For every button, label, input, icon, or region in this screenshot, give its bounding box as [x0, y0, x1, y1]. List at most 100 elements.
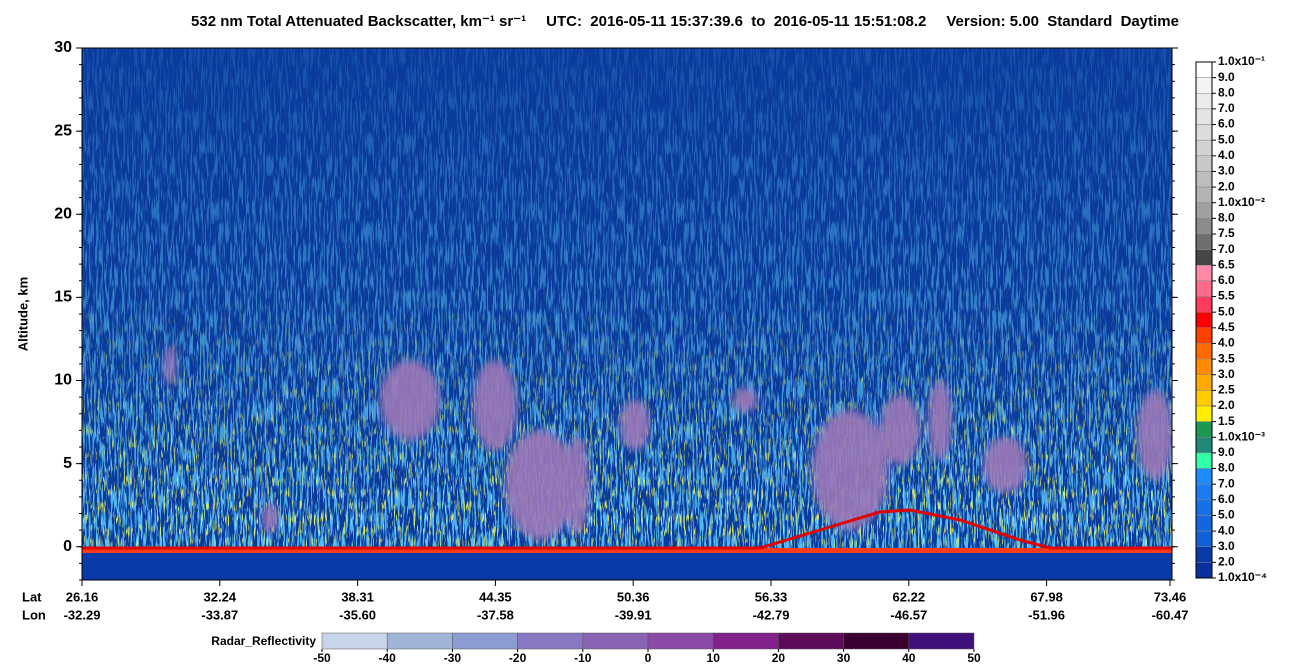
colorbar-swatch	[1195, 437, 1213, 454]
radar-tick-label: -50	[313, 651, 331, 665]
colorbar-label: 2.5	[1218, 383, 1235, 397]
y-axis-label: Altitude, km	[15, 277, 30, 351]
lat-tick-label: 56.33	[755, 589, 788, 604]
colorbar-swatch	[1195, 390, 1213, 407]
colorbar-label: 7.0	[1218, 242, 1235, 256]
colorbar-swatch	[1195, 218, 1213, 235]
version: Version: 5.00 Standard Daytime	[946, 13, 1179, 30]
colorbar-swatch	[1195, 155, 1213, 172]
colorbar-swatch	[1195, 562, 1213, 579]
colorbar-swatch	[1195, 515, 1213, 532]
radar-swatch	[517, 632, 584, 650]
colorbar-label: 3.5	[1218, 351, 1235, 365]
lat-tick-label: 38.31	[341, 589, 374, 604]
colorbar-swatch	[1195, 93, 1213, 110]
lon-tick-label: -60.47	[1152, 607, 1189, 622]
colorbar-swatch	[1195, 421, 1213, 438]
time-range: UTC: 2016-05-11 15:37:39.6 to 2016-05-11…	[546, 13, 926, 30]
colorbar-label: 6.0	[1218, 492, 1235, 506]
lon-tick-label: -37.58	[477, 607, 514, 622]
y-tick-label: 10	[54, 372, 72, 389]
colorbar-label: 2.0	[1218, 398, 1235, 412]
colorbar-swatch	[1195, 202, 1213, 219]
lat-tick-label: 73.46	[1154, 589, 1187, 604]
y-tick-label: 5	[63, 455, 72, 472]
colorbar-label: 3.0	[1218, 539, 1235, 553]
colorbar-label: 1.0x10⁻⁴	[1218, 570, 1267, 584]
lat-tick-label: 26.16	[66, 589, 99, 604]
colorbar-label: 6.5	[1218, 257, 1235, 271]
colorbar-swatch	[1195, 546, 1213, 563]
colorbar-label: 3.0	[1218, 164, 1235, 178]
lat-tick-label: 62.22	[893, 589, 926, 604]
colorbar-label: 4.5	[1218, 320, 1235, 334]
colorbar-swatch	[1195, 530, 1213, 547]
colorbar-swatch	[1195, 265, 1213, 282]
radar-tick-label: 10	[707, 651, 721, 665]
colorbar-label: 4.0	[1218, 148, 1235, 162]
y-tick-label: 15	[54, 289, 72, 306]
radar-swatch	[843, 632, 910, 650]
colorbar-label: 8.0	[1218, 85, 1235, 99]
radar-swatch	[778, 632, 844, 650]
colorbar-label: 6.0	[1218, 273, 1235, 287]
lon-tick-label: -46.57	[890, 607, 927, 622]
colorbar-label: 9.0	[1218, 70, 1235, 84]
colorbar-label: 7.0	[1218, 101, 1235, 115]
y-tick-label: 20	[54, 205, 72, 222]
colorbar-label: 2.0	[1218, 179, 1235, 193]
lat-tick-label: 44.35	[479, 589, 512, 604]
colorbar-swatch	[1195, 311, 1213, 329]
colorbar-label: 8.0	[1218, 211, 1235, 225]
radar-label: Radar_Reflectivity	[211, 634, 316, 648]
radar-swatch	[386, 632, 453, 650]
colorbar-swatch	[1195, 374, 1213, 391]
radar-tick-label: 0	[645, 651, 652, 665]
radar-swatch	[647, 632, 714, 650]
colorbar-swatch	[1195, 327, 1213, 344]
y-tick-label: 0	[63, 538, 72, 555]
radar-tick-label: 20	[772, 651, 786, 665]
colorbar-label: 1.0x10⁻¹	[1218, 54, 1265, 68]
radar-swatch	[582, 632, 649, 650]
colorbar-frame	[1195, 61, 1213, 579]
lon-tick-label: -32.29	[64, 607, 101, 622]
colorbar-swatch	[1195, 77, 1213, 94]
colorbar-label: 4.0	[1218, 523, 1235, 537]
colorbar-swatch	[1195, 296, 1213, 313]
y-tick-label: 30	[54, 39, 72, 56]
lat-tick-label: 50.36	[617, 589, 650, 604]
colorbar-swatch	[1195, 108, 1213, 125]
colorbar-swatch	[1195, 499, 1213, 516]
colorbar-swatch	[1195, 124, 1213, 141]
radar-tick-label: 50	[967, 651, 981, 665]
colorbar-label: 5.0	[1218, 132, 1235, 146]
lon-tick-label: -35.60	[339, 607, 376, 622]
radar-tick-label: -40	[379, 651, 397, 665]
colorbar-swatch	[1195, 186, 1213, 203]
backscatter-field	[82, 48, 1172, 580]
lat-tick-label: 67.98	[1030, 589, 1063, 604]
colorbar-label: 7.5	[1218, 226, 1235, 240]
colorbar-swatch	[1195, 233, 1213, 250]
lat-label: Lat	[22, 589, 42, 604]
radar-tick-label: 30	[837, 651, 851, 665]
radar-swatch	[321, 632, 388, 650]
colorbar-swatch	[1195, 405, 1213, 422]
colorbar-swatch	[1195, 483, 1213, 501]
colorbar-label: 4.0	[1218, 336, 1235, 350]
radar-tick-label: 40	[902, 651, 916, 665]
colorbar-label: 5.0	[1218, 304, 1235, 318]
lon-tick-label: -42.79	[753, 607, 790, 622]
colorbar-swatch	[1195, 468, 1213, 485]
radar-swatch	[908, 632, 975, 650]
colorbar-label: 1.0x10⁻²	[1218, 195, 1265, 209]
colorbar-label: 1.0x10⁻³	[1218, 429, 1265, 443]
colorbar-label: 5.5	[1218, 289, 1235, 303]
colorbar-label: 7.0	[1218, 476, 1235, 490]
colorbar-label: 8.0	[1218, 461, 1235, 475]
y-tick-label: 25	[54, 122, 72, 139]
colorbar-label: 9.0	[1218, 445, 1235, 459]
